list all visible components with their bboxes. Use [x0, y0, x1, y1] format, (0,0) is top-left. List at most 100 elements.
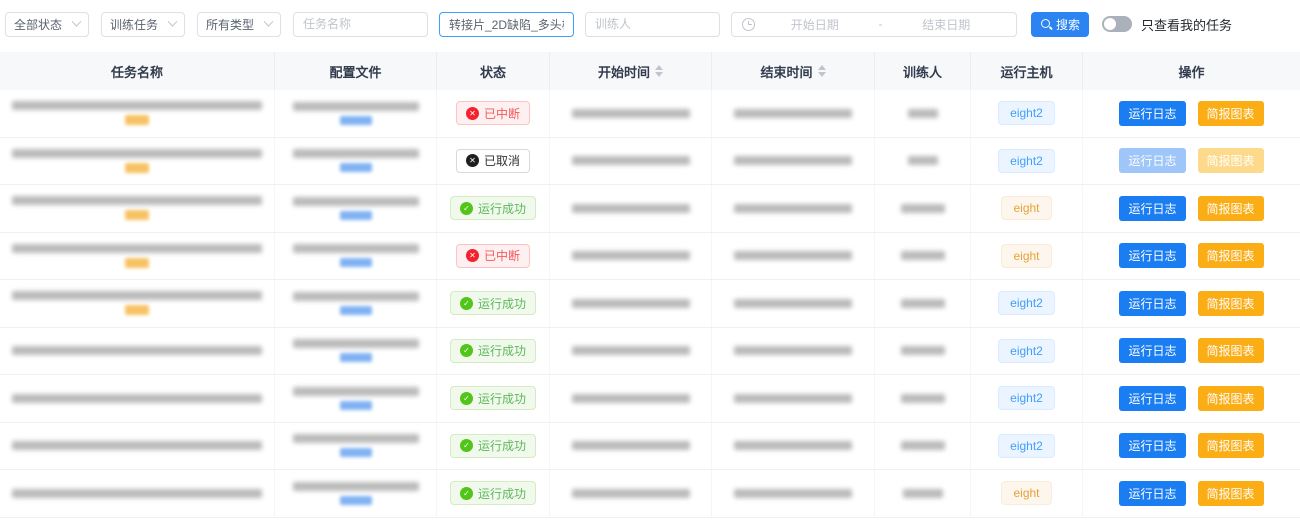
host-cell: eight — [971, 185, 1083, 232]
report-chart-button[interactable]: 简报图表 — [1197, 433, 1264, 459]
config-link-redacted[interactable] — [339, 210, 372, 220]
task-name-redacted — [12, 243, 262, 253]
column-header-name: 任务名称 — [0, 52, 275, 90]
column-header-status: 状态 — [437, 52, 550, 90]
column-header-label: 任务名称 — [110, 64, 163, 80]
run-log-button[interactable]: 运行日志 — [1119, 433, 1186, 459]
config-link-redacted[interactable] — [339, 448, 372, 458]
status-icon: ✓ — [459, 391, 473, 405]
table-row: ✓ 运行成功 eight 运行日志 简报图表 — [0, 470, 1300, 518]
actions-cell: 运行日志 简报图表 — [1083, 423, 1300, 470]
search-button[interactable]: 搜索 — [1031, 11, 1090, 37]
date-range-separator: - — [878, 17, 883, 31]
status-filter-select[interactable]: 全部状态 — [5, 11, 89, 37]
run-log-button[interactable]: 运行日志 — [1119, 480, 1186, 506]
run-log-button[interactable]: 运行日志 — [1119, 243, 1186, 269]
table-row: ✓ 运行成功 eight2 运行日志 简报图表 — [0, 422, 1300, 470]
trainer-redacted — [900, 346, 945, 356]
status-badge: ✕ 已取消 — [455, 148, 530, 173]
model-search-input[interactable] — [439, 11, 574, 37]
config-file-redacted — [292, 434, 419, 444]
status-badge: ✓ 运行成功 — [449, 386, 536, 411]
run-log-button[interactable]: 运行日志 — [1119, 385, 1186, 411]
task-name-cell — [0, 185, 275, 232]
task-name-cell — [0, 422, 275, 469]
column-header-start: 开始时间 — [550, 52, 712, 90]
report-chart-button[interactable]: 简报图表 — [1197, 195, 1264, 221]
status-badge: ✕ 已中断 — [455, 101, 530, 126]
config-file-cell — [275, 327, 437, 374]
report-chart-button[interactable]: 简报图表 — [1197, 148, 1264, 174]
config-file-redacted — [292, 339, 419, 349]
run-log-button[interactable]: 运行日志 — [1119, 195, 1186, 221]
host-badge: eight2 — [998, 291, 1055, 316]
start-time-cell — [550, 137, 712, 184]
config-file-cell — [275, 422, 437, 469]
host-badge: eight2 — [998, 433, 1055, 458]
status-cell: ✓ 运行成功 — [437, 470, 550, 517]
sort-carets-icon[interactable] — [817, 65, 826, 77]
status-icon: ✓ — [459, 486, 473, 500]
report-chart-button[interactable]: 简报图表 — [1197, 290, 1264, 316]
status-icon: ✓ — [459, 201, 473, 215]
only-my-tasks-toggle[interactable] — [1102, 16, 1133, 32]
status-label: 运行成功 — [477, 486, 526, 501]
run-log-button[interactable]: 运行日志 — [1119, 338, 1186, 364]
config-link-redacted[interactable] — [339, 258, 372, 268]
date-range-picker[interactable]: 开始日期 - 结束日期 — [731, 11, 1017, 37]
start-date-placeholder[interactable]: 开始日期 — [790, 17, 839, 32]
status-label: 运行成功 — [477, 391, 526, 406]
task-tag-badge — [125, 257, 149, 268]
report-chart-button[interactable]: 简报图表 — [1197, 338, 1264, 364]
task-name-input[interactable] — [293, 11, 428, 37]
start-time-cell — [550, 470, 712, 517]
report-chart-button[interactable]: 简报图表 — [1197, 243, 1264, 269]
end-time-redacted — [734, 441, 852, 451]
end-time-redacted — [734, 298, 852, 308]
trainer-redacted — [900, 393, 945, 403]
trainer-input[interactable] — [585, 11, 720, 37]
trainer-cell — [875, 470, 971, 517]
sort-carets-icon[interactable] — [655, 65, 663, 77]
trainer-cell — [875, 137, 971, 184]
task-type-filter-select[interactable]: 训练任务 — [101, 11, 185, 37]
config-file-redacted — [292, 149, 419, 159]
report-chart-button[interactable]: 简报图表 — [1197, 100, 1264, 126]
chevron-down-icon — [167, 16, 178, 27]
only-my-tasks-label: 只查看我的任务 — [1141, 17, 1233, 33]
config-link-redacted[interactable] — [339, 495, 372, 505]
trainer-cell — [875, 422, 971, 469]
config-link-redacted[interactable] — [339, 163, 372, 173]
run-log-button[interactable]: 运行日志 — [1119, 100, 1186, 126]
host-badge: eight — [1001, 196, 1052, 221]
category-filter-select[interactable]: 所有类型 — [197, 11, 281, 37]
search-button-label: 搜索 — [1056, 17, 1081, 32]
start-time-redacted — [571, 393, 690, 403]
trainer-cell — [875, 185, 971, 232]
task-name-cell — [0, 232, 275, 279]
column-header-ops: 操作 — [1083, 52, 1300, 90]
end-time-cell — [712, 422, 875, 469]
end-date-placeholder[interactable]: 结束日期 — [922, 17, 971, 32]
run-log-button[interactable]: 运行日志 — [1119, 290, 1186, 316]
host-cell: eight2 — [971, 422, 1083, 469]
end-time-cell — [712, 280, 875, 327]
config-link-redacted[interactable] — [339, 115, 372, 125]
config-link-redacted[interactable] — [339, 400, 372, 410]
status-filter-value: 全部状态 — [14, 17, 63, 32]
report-chart-button[interactable]: 简报图表 — [1197, 385, 1264, 411]
filter-bar: 全部状态 训练任务 所有类型 开始日期 - 结束日期 搜索 只查看我的任务 — [0, 0, 1300, 52]
config-link-redacted[interactable] — [339, 353, 372, 363]
status-cell: ✓ 运行成功 — [437, 327, 550, 374]
trainer-redacted — [907, 156, 938, 166]
end-time-redacted — [734, 156, 852, 166]
host-cell: eight2 — [971, 327, 1083, 374]
clock-icon — [742, 17, 755, 31]
task-name-redacted — [12, 441, 262, 451]
config-link-redacted[interactable] — [339, 305, 372, 315]
config-file-cell — [275, 185, 437, 232]
start-time-cell — [550, 422, 712, 469]
report-chart-button[interactable]: 简报图表 — [1197, 480, 1264, 506]
actions-cell: 运行日志 简报图表 — [1083, 375, 1300, 422]
run-log-button[interactable]: 运行日志 — [1119, 148, 1186, 174]
